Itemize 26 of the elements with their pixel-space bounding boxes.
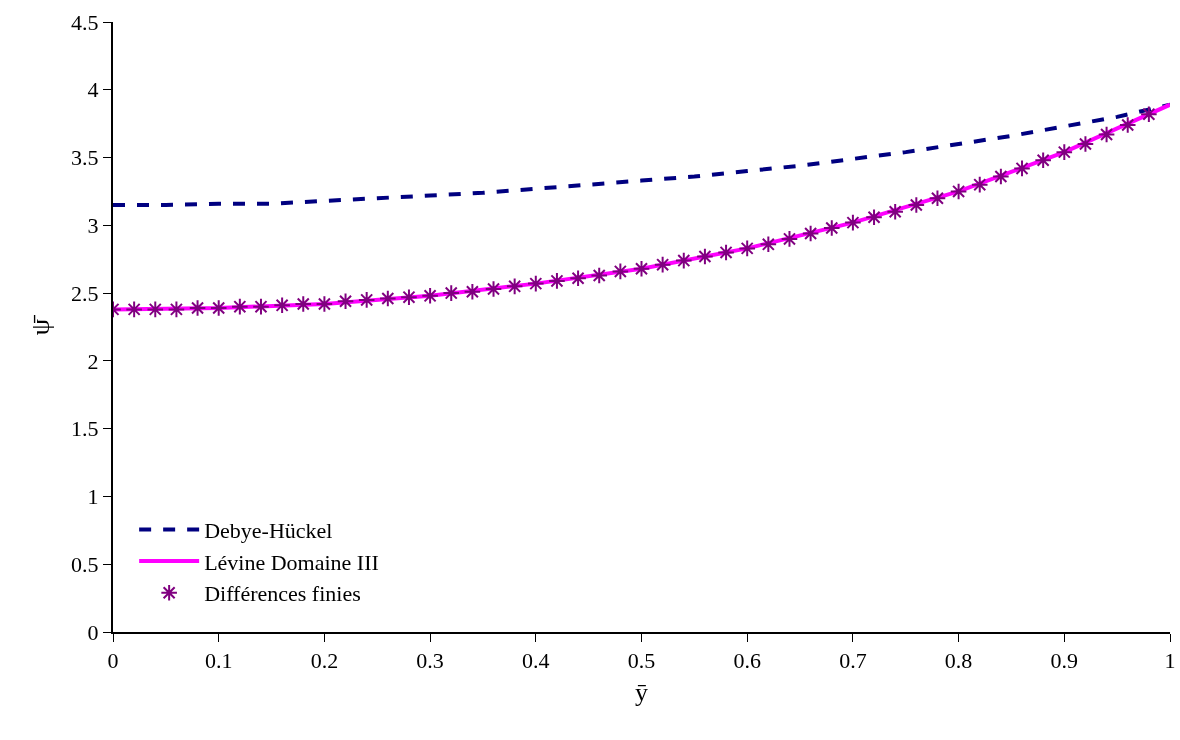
x-axis-title: ȳ	[635, 677, 648, 707]
x-tick-label: 0.5	[627, 648, 656, 674]
y-tick-label: 4	[87, 77, 99, 103]
x-tick-label: 0.3	[416, 648, 444, 674]
y-tick-label: 3	[87, 213, 99, 239]
legend-label: Debye-Hückel	[204, 518, 333, 544]
y-tick-label: 1	[87, 484, 99, 510]
x-tick-label: 0.9	[1050, 648, 1079, 674]
x-tick-label: 0.4	[522, 648, 550, 674]
x-tick-label: 0	[107, 648, 119, 674]
legend-label: Différences finies	[204, 581, 361, 607]
y-tick-label: 1.5	[71, 416, 99, 442]
x-tick-label: 0.2	[310, 648, 339, 674]
x-tick-label: 0.7	[839, 648, 867, 674]
y-tick-label: 4.5	[71, 9, 99, 35]
x-tick-label: 1	[1164, 648, 1176, 674]
y-axis-title: ψ̄	[26, 314, 55, 336]
y-tick-label: 0	[87, 619, 99, 645]
y-tick-label: 2.5	[71, 280, 99, 306]
legend-label: Lévine Domaine III	[204, 549, 379, 575]
x-tick-label: 0.6	[733, 648, 761, 674]
y-tick-label: 2	[87, 348, 99, 374]
x-tick-label: 0.8	[944, 648, 973, 674]
y-tick-label: 0.5	[71, 551, 99, 577]
y-tick-label: 3.5	[71, 145, 99, 171]
x-tick-label: 0.1	[204, 648, 233, 674]
